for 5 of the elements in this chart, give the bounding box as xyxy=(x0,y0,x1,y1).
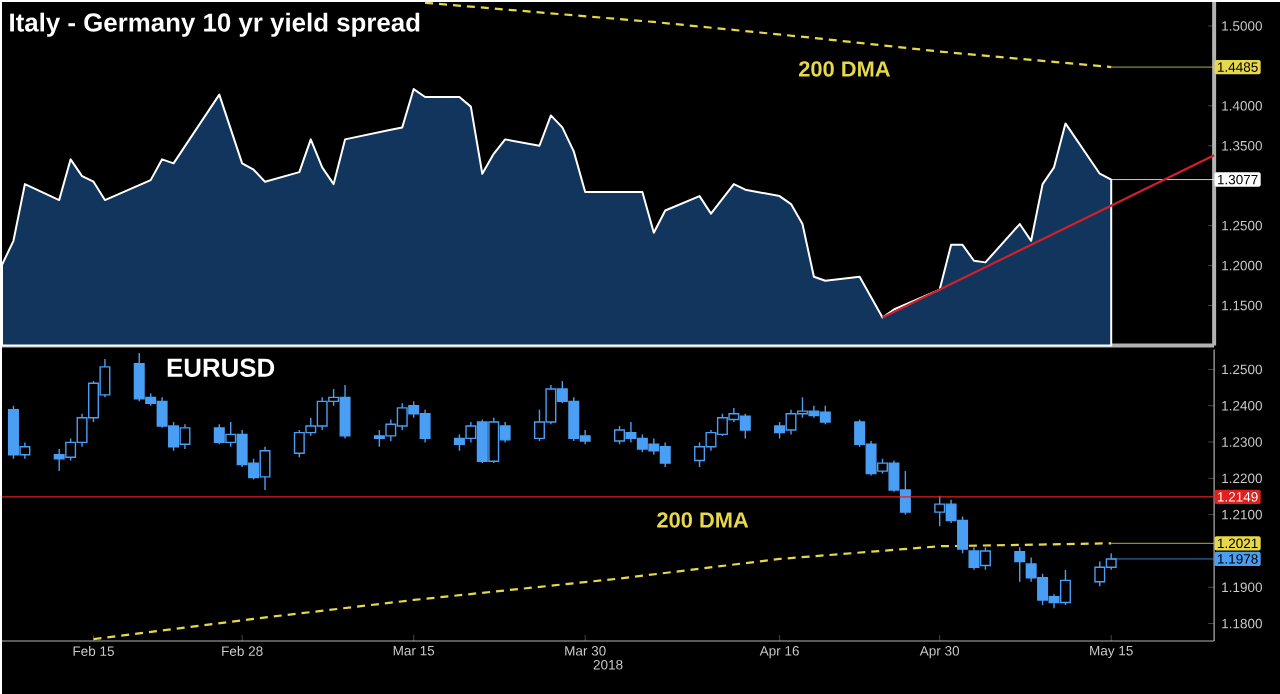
annotation: 200 DMA xyxy=(657,511,749,528)
chart-title: Italy - Germany 10 yr yield spread xyxy=(10,12,420,37)
annotation: 200 DMA xyxy=(798,60,891,77)
chart-title: EURUSD xyxy=(167,358,275,377)
candlestick xyxy=(1014,546,1026,583)
